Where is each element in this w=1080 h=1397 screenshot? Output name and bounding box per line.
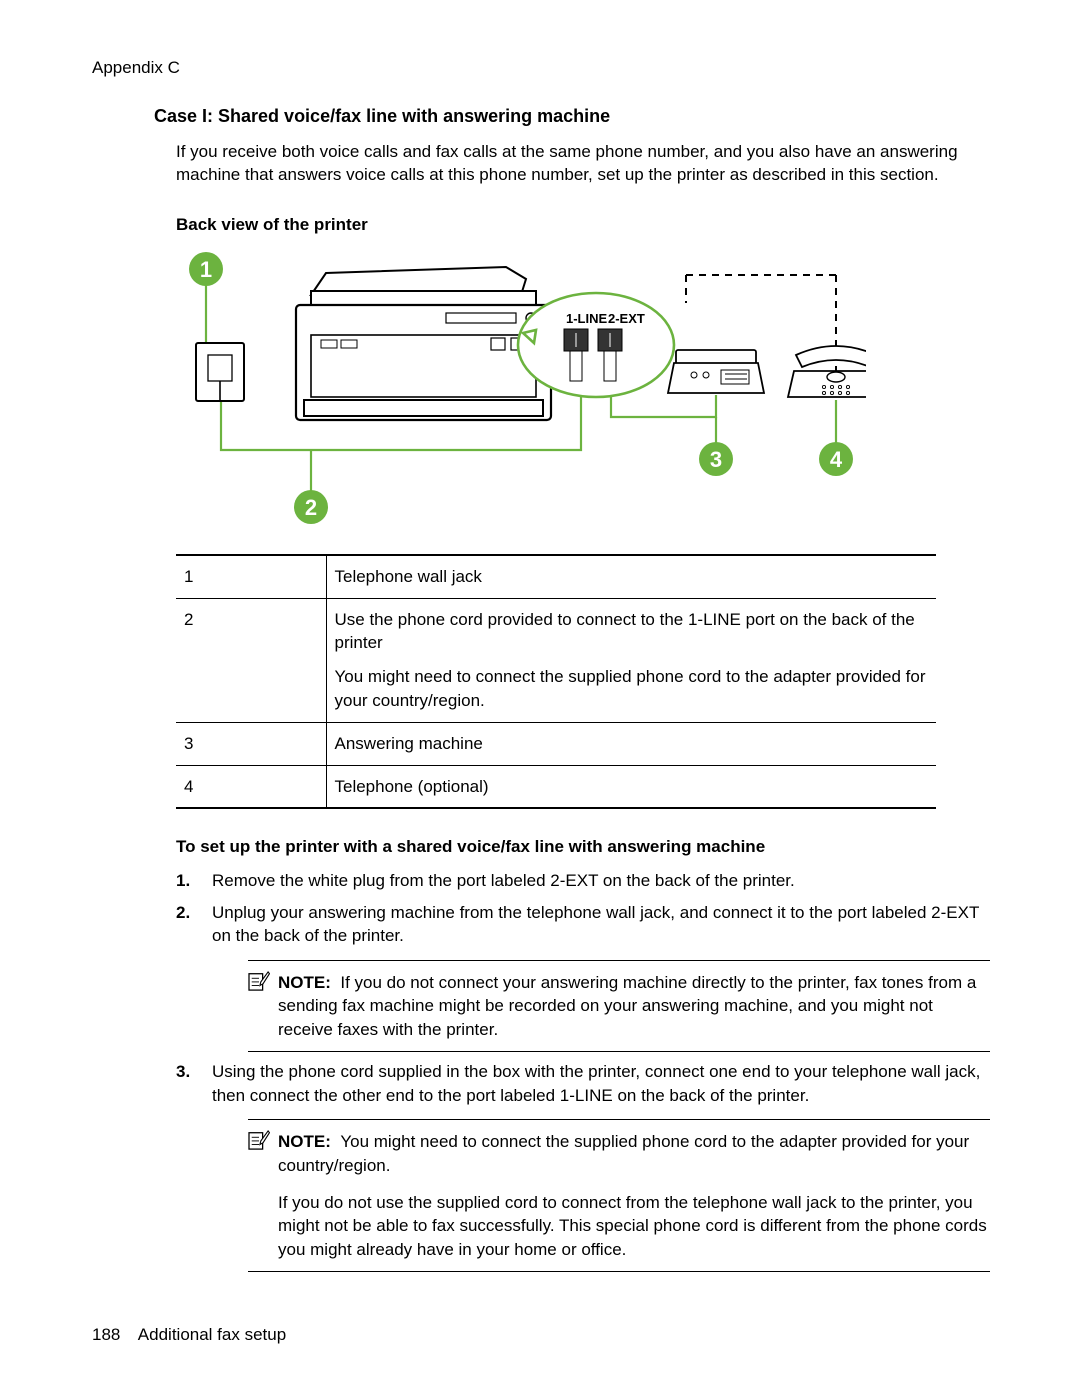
legend-key: 1 <box>176 555 326 598</box>
intro-paragraph: If you receive both voice calls and fax … <box>176 141 990 187</box>
back-view-diagram: 1-LINE 2-EXT <box>176 245 990 530</box>
table-row: 2 Use the phone cord provided to connect… <box>176 598 936 722</box>
legend-key: 2 <box>176 598 326 722</box>
step-number: 1. <box>176 869 190 892</box>
step-text: Unplug your answering machine from the t… <box>212 903 979 945</box>
note-icon <box>248 1130 278 1156</box>
note-text: NOTE: If you do not connect your answeri… <box>278 971 990 1041</box>
steps-title: To set up the printer with a shared voic… <box>176 837 990 857</box>
legend-table: 1 Telephone wall jack 2 Use the phone co… <box>176 554 936 810</box>
marker-2: 2 <box>305 495 317 520</box>
marker-3: 3 <box>710 447 722 472</box>
step-text: Remove the white plug from the port labe… <box>212 871 795 890</box>
note-box: NOTE: You might need to connect the supp… <box>248 1119 990 1272</box>
port-label-2ext: 2-EXT <box>608 311 645 326</box>
marker-4: 4 <box>830 447 843 472</box>
legend-key: 4 <box>176 765 326 808</box>
legend-value: Answering machine <box>326 722 936 765</box>
list-item: 2. Unplug your answering machine from th… <box>176 901 990 1052</box>
table-row: 1 Telephone wall jack <box>176 555 936 598</box>
step-number: 3. <box>176 1060 190 1083</box>
page-number: 188 <box>92 1325 134 1345</box>
step-text: Using the phone cord supplied in the box… <box>212 1062 980 1104</box>
note-text: If you do not use the supplied cord to c… <box>278 1191 990 1261</box>
wall-jack-icon <box>196 343 244 401</box>
table-row: 3 Answering machine <box>176 722 936 765</box>
footer-label: Additional fax setup <box>138 1325 286 1344</box>
note-box: NOTE: If you do not connect your answeri… <box>248 960 990 1052</box>
port-label-1line: 1-LINE <box>566 311 608 326</box>
port-callout: 1-LINE 2-EXT <box>518 293 674 397</box>
list-item: 1. Remove the white plug from the port l… <box>176 869 990 892</box>
appendix-label: Appendix C <box>92 58 990 78</box>
list-item: 3. Using the phone cord supplied in the … <box>176 1060 990 1272</box>
table-row: 4 Telephone (optional) <box>176 765 936 808</box>
page: Appendix C Case I: Shared voice/fax line… <box>0 0 1080 1397</box>
legend-key: 3 <box>176 722 326 765</box>
page-footer: 188 Additional fax setup <box>92 1325 286 1345</box>
answering-machine-icon <box>668 350 764 393</box>
legend-value: Telephone (optional) <box>326 765 936 808</box>
section-title: Case I: Shared voice/fax line with answe… <box>154 106 990 127</box>
printer-icon <box>296 267 551 420</box>
telephone-icon <box>788 346 866 397</box>
marker-1: 1 <box>200 257 212 282</box>
step-number: 2. <box>176 901 190 924</box>
legend-value: Use the phone cord provided to connect t… <box>326 598 936 722</box>
legend-value: Telephone wall jack <box>326 555 936 598</box>
note-icon <box>248 971 278 997</box>
note-text: NOTE: You might need to connect the supp… <box>278 1130 990 1177</box>
diagram-title: Back view of the printer <box>176 215 990 235</box>
steps-list: 1. Remove the white plug from the port l… <box>176 869 990 1272</box>
